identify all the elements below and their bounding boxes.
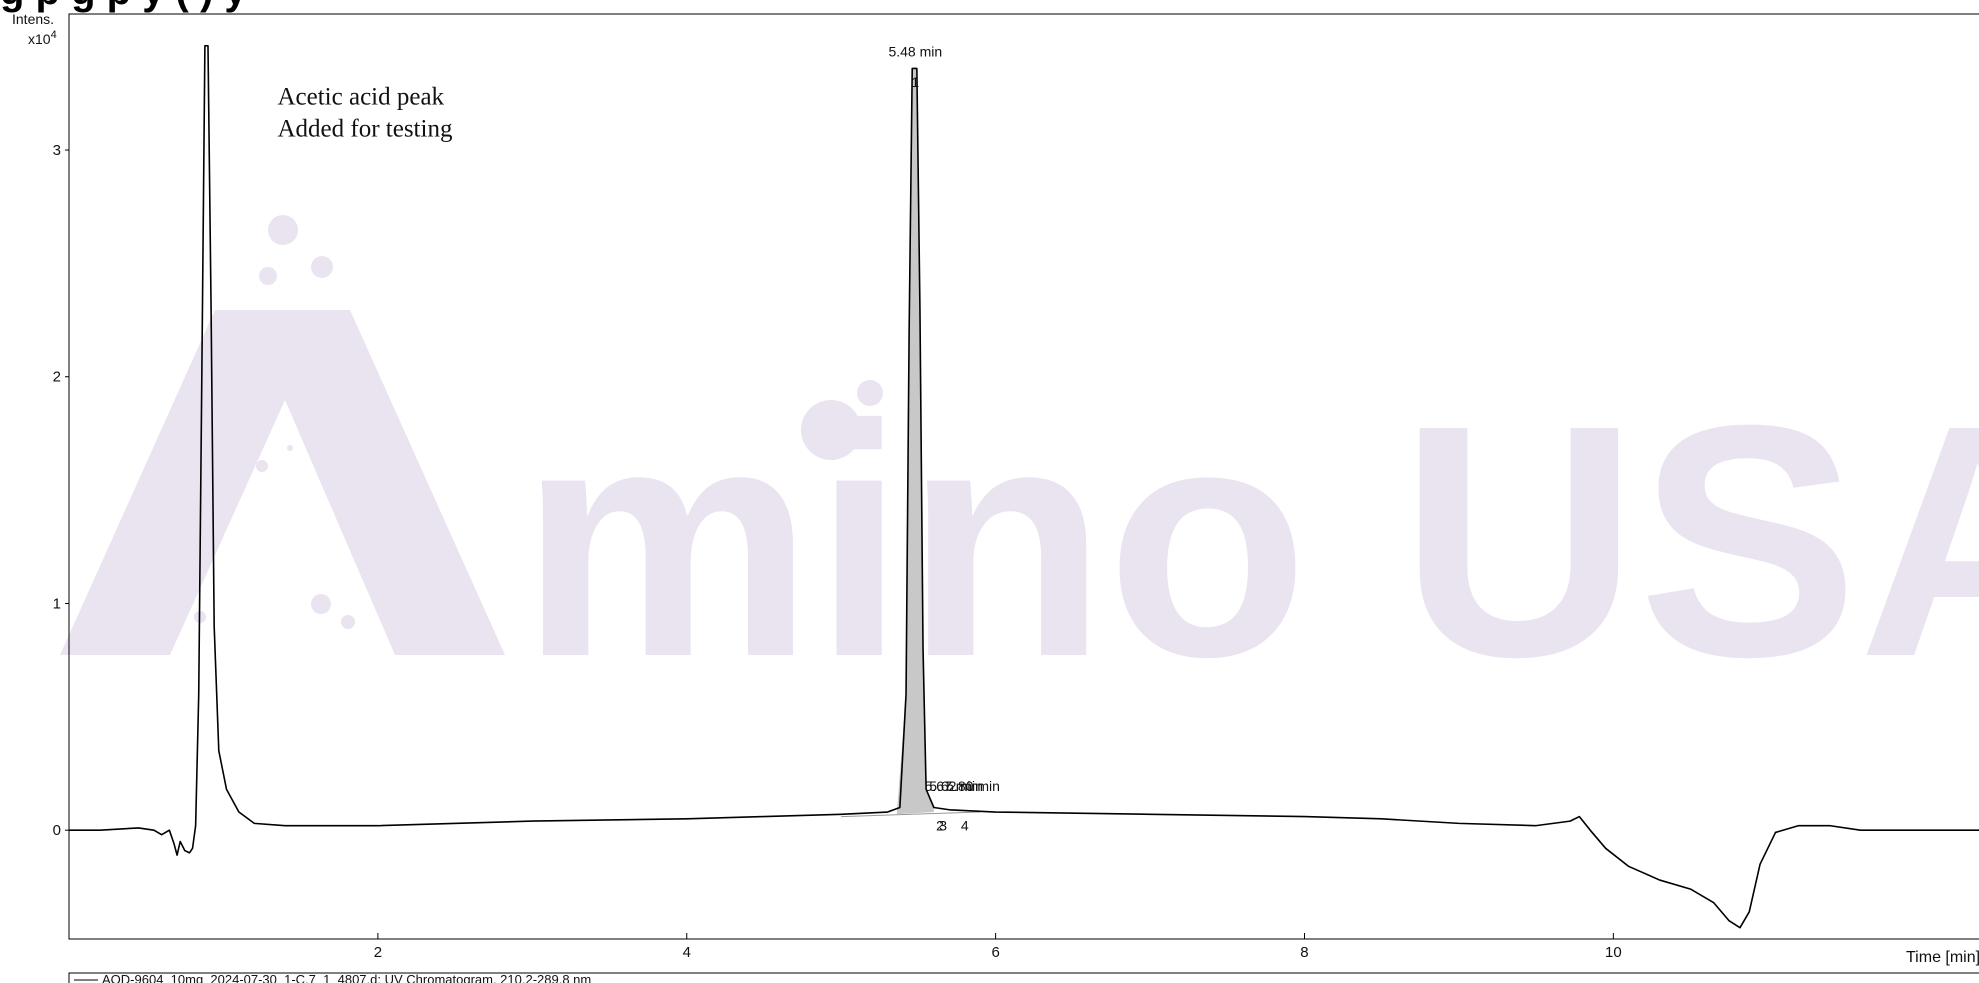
x-tick-label: 2 (374, 944, 382, 961)
baseline-line (841, 811, 981, 818)
watermark-bubble (287, 445, 293, 451)
watermark-dot (857, 380, 883, 406)
page-title: g p g p y ( ) y (0, 0, 247, 13)
watermark-bubble (289, 340, 301, 352)
watermark-bubble (259, 267, 277, 285)
y-axis-title: Intens. x104 (12, 11, 57, 47)
y-tick-label: 3 (53, 142, 61, 159)
peak-label: 5.62 min (929, 778, 983, 794)
annotation-text: Added for testing (277, 115, 452, 142)
peak-label: 5.80 min (946, 778, 1000, 794)
y-tick-label: 2 (53, 369, 61, 386)
legend: AOD-9604_10mg_2024-07-30_1-C,7_1_4807.d:… (68, 972, 1979, 983)
peak-label: 4 (961, 818, 969, 834)
x-tick-label: 4 (683, 944, 691, 961)
watermark-bubble (341, 615, 355, 629)
watermark-dot (801, 400, 861, 460)
legend-label: AOD-9604_10mg_2024-07-30_1-C,7_1_4807.d:… (102, 972, 591, 983)
y-tick-label: 1 (53, 595, 61, 612)
integrated-peak-area (841, 68, 981, 818)
x-axis-label: Time [min] (1906, 949, 1979, 966)
watermark-bubble (268, 215, 298, 245)
series-lines (69, 44, 1979, 929)
peak-label: 1 (911, 74, 919, 90)
peak-area-fill (896, 68, 934, 815)
plot-frame (68, 13, 1979, 940)
watermark-bubble (261, 350, 275, 364)
watermark-bubble (256, 460, 268, 472)
watermark-flask (60, 310, 505, 655)
x-tick-label: 10 (1605, 944, 1622, 961)
watermark-bubble (311, 256, 333, 278)
watermark-bubble (284, 364, 292, 372)
peak-label: 2 (936, 818, 944, 834)
y-tick-label: 0 (53, 822, 61, 839)
y-multiplier: x104 (28, 29, 57, 47)
annotation-text: Acetic acid peak (277, 84, 444, 111)
annotations: Acetic acid peak Added for testing (277, 84, 452, 143)
peak-label: 5.67 min (925, 778, 979, 794)
x-tick-label: 6 (991, 944, 999, 961)
watermark-text: mino USA (520, 356, 1979, 725)
watermark-logo: mino USA (60, 215, 1979, 725)
legend-box (68, 972, 1979, 983)
series-line (69, 44, 1979, 929)
peak-label: 3 (939, 818, 947, 834)
watermark-bubble (311, 594, 331, 614)
peak-label: 5.48 min (888, 43, 942, 59)
y-axis-label: Intens. (12, 11, 54, 27)
x-tick-label: 8 (1300, 944, 1308, 961)
